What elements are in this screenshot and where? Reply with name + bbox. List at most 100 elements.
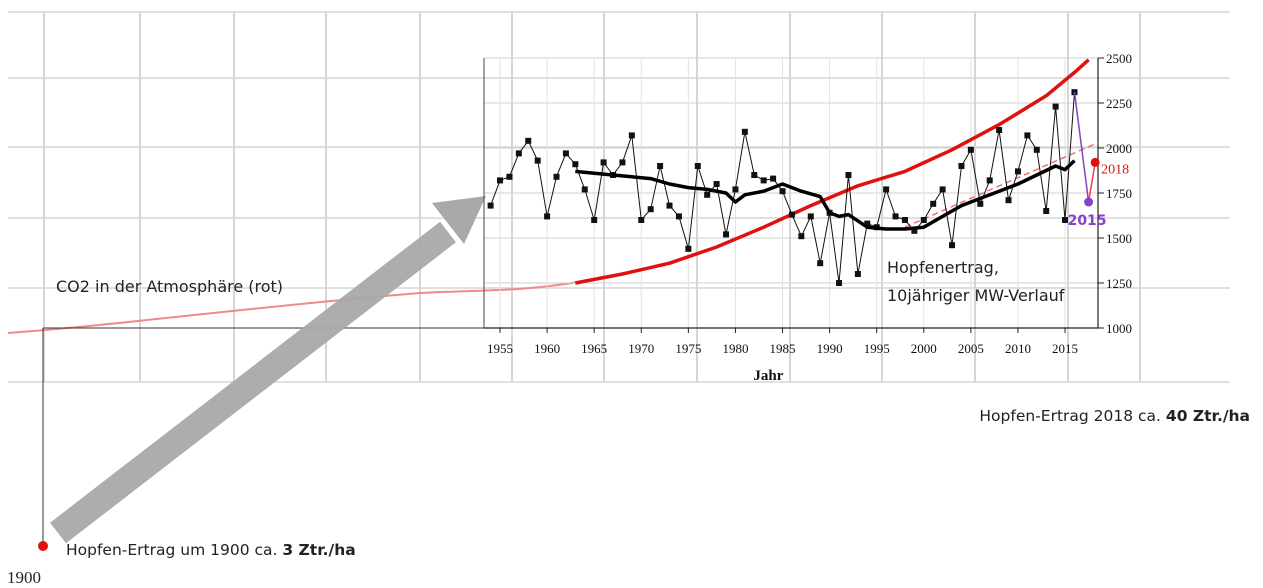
yield-point xyxy=(704,191,711,198)
point-label-2015: 2015 xyxy=(1068,213,1107,229)
x-tick-label: 1960 xyxy=(534,341,560,356)
yield-point xyxy=(506,173,513,180)
year-1900-label: 1900 xyxy=(7,568,41,587)
x-tick-label: 1965 xyxy=(581,341,607,356)
yield-point xyxy=(798,233,805,240)
yield-point xyxy=(1071,89,1078,96)
yield-point xyxy=(1024,132,1031,139)
yield-point xyxy=(986,177,993,184)
yield-point xyxy=(1043,208,1050,214)
yield-point xyxy=(996,127,1003,133)
yield-2018-prefix: Hopfen-Ertrag 2018 ca. xyxy=(979,407,1166,425)
yield-point xyxy=(901,217,908,223)
yield-point xyxy=(497,177,504,184)
yield-point xyxy=(892,213,899,220)
yield-point xyxy=(1014,168,1021,175)
yield-point xyxy=(751,172,758,178)
x-tick-label: 1955 xyxy=(487,341,513,356)
series-line-projection-2018 xyxy=(1087,162,1096,203)
yield-point xyxy=(817,260,824,267)
y-tick-label: 2250 xyxy=(1106,96,1132,111)
yield-point xyxy=(525,137,532,144)
yield-point xyxy=(911,227,918,234)
y-tick-label: 2500 xyxy=(1106,51,1132,66)
yield-1900-prefix: Hopfen-Ertrag um 1900 ca. xyxy=(66,541,282,559)
arrow-layer xyxy=(50,196,486,544)
x-tick-label: 1990 xyxy=(817,341,843,356)
yield-point xyxy=(553,173,560,180)
series-line-trend xyxy=(904,141,1099,228)
yield-point xyxy=(770,175,777,182)
yield-point xyxy=(562,150,569,157)
yield-point xyxy=(572,161,579,168)
point-2018 xyxy=(1090,157,1100,167)
yield-2018-label: Hopfen-Ertrag 2018 ca. 40 Ztr./ha xyxy=(979,407,1250,425)
background-grid xyxy=(7,11,1230,551)
yield-point xyxy=(544,213,551,220)
yield-point xyxy=(939,186,946,193)
yield-point xyxy=(723,231,730,238)
series-line-10yr-mean xyxy=(575,159,1076,231)
y-tick-label: 1000 xyxy=(1106,321,1132,336)
yield-2018-value: 40 Ztr./ha xyxy=(1166,407,1250,425)
x-tick-label: 2005 xyxy=(958,341,984,356)
yield-point xyxy=(732,186,739,193)
yield-point xyxy=(967,146,974,153)
yield-point xyxy=(619,159,626,166)
yield-point xyxy=(647,206,654,213)
yield-point xyxy=(854,271,861,277)
yield-point xyxy=(628,132,635,139)
yield-point xyxy=(1062,217,1069,223)
yield-point xyxy=(779,188,786,195)
yield-point xyxy=(845,172,852,178)
yield-1900-value: 3 Ztr./ha xyxy=(282,541,355,559)
x-tick-label: 1985 xyxy=(770,341,796,356)
yield-point xyxy=(1052,103,1059,110)
x-tick-label: 1970 xyxy=(628,341,654,356)
yield-point xyxy=(591,217,598,223)
x-axis-title: Jahr xyxy=(753,368,783,384)
yield-point xyxy=(883,186,890,193)
yield-point xyxy=(666,202,673,209)
yield-point xyxy=(788,211,795,218)
yield-point xyxy=(864,220,871,227)
big-arrow-head xyxy=(432,196,486,244)
yield-point xyxy=(977,200,984,207)
x-tick-label: 1980 xyxy=(722,341,748,356)
inset-plot: 1955 1960 1965 1970 1975 1980 1985 1990 1995 2000… xyxy=(483,51,1132,384)
yield-point xyxy=(534,157,541,164)
yield-point xyxy=(685,245,692,252)
point-2015 xyxy=(1084,197,1094,207)
point-1900 xyxy=(38,541,48,551)
x-tick-label: 2000 xyxy=(911,341,937,356)
x-tick-label: 1975 xyxy=(675,341,701,356)
yield-point xyxy=(930,200,937,207)
series-line-projection xyxy=(1073,92,1090,203)
hopfen-label-line2: 10jähriger MW-Verlauf xyxy=(887,286,1065,305)
point-label-2018: 2018 xyxy=(1101,162,1129,177)
yield-point xyxy=(600,159,607,166)
series-line-co2 xyxy=(574,58,1090,285)
y-tick-label: 1750 xyxy=(1106,186,1132,201)
yield-point xyxy=(1033,146,1040,153)
hopfen-label-line1: Hopfenertrag, xyxy=(887,258,999,277)
co2-label: CO2 in der Atmosphäre (rot) xyxy=(56,277,283,296)
y-tick-label: 1250 xyxy=(1106,276,1132,291)
yield-point xyxy=(958,163,965,169)
yield-point xyxy=(920,217,927,223)
annotation-layer: CO2 in der Atmosphäre (rot) Hopfenertrag… xyxy=(7,258,1250,587)
yield-1900-label: Hopfen-Ertrag um 1900 ca. 3 Ztr./ha xyxy=(66,541,356,559)
yield-point xyxy=(760,177,767,184)
yield-point xyxy=(949,242,956,249)
x-tick-label: 2015 xyxy=(1052,341,1078,356)
yield-point xyxy=(515,150,522,157)
yield-point xyxy=(487,202,494,209)
y-tick-label: 1500 xyxy=(1106,231,1132,246)
yield-point xyxy=(694,163,701,169)
yield-point xyxy=(657,163,664,169)
yield-point xyxy=(741,128,748,135)
yield-point xyxy=(581,186,588,193)
yield-point xyxy=(836,280,843,286)
big-arrow-shaft xyxy=(50,221,456,544)
